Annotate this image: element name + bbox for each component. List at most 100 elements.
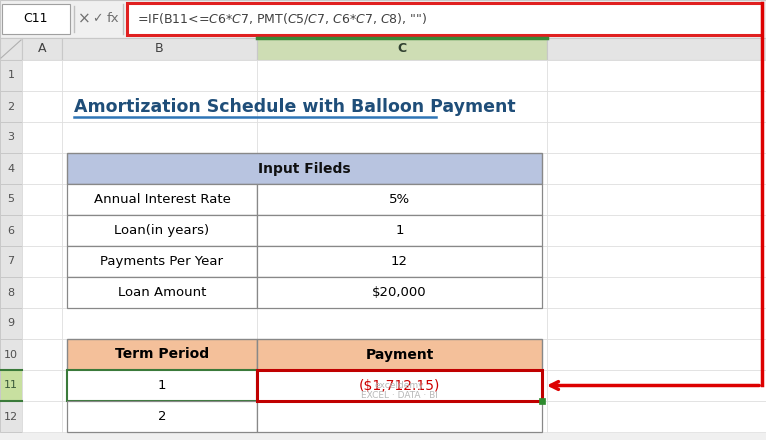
- FancyBboxPatch shape: [547, 339, 766, 370]
- FancyBboxPatch shape: [0, 277, 22, 308]
- FancyBboxPatch shape: [62, 60, 257, 91]
- FancyBboxPatch shape: [257, 370, 547, 401]
- Text: A: A: [38, 43, 46, 55]
- FancyBboxPatch shape: [547, 277, 766, 308]
- FancyBboxPatch shape: [62, 339, 257, 370]
- FancyBboxPatch shape: [22, 370, 62, 401]
- FancyBboxPatch shape: [67, 246, 257, 277]
- FancyBboxPatch shape: [22, 184, 62, 215]
- FancyBboxPatch shape: [0, 0, 766, 38]
- Text: 9: 9: [8, 319, 15, 329]
- FancyBboxPatch shape: [67, 153, 542, 184]
- Text: exceldemy
EXCEL · DATA · BI: exceldemy EXCEL · DATA · BI: [361, 381, 438, 400]
- Text: 8: 8: [8, 287, 15, 297]
- FancyBboxPatch shape: [62, 277, 257, 308]
- FancyBboxPatch shape: [67, 370, 257, 401]
- FancyBboxPatch shape: [62, 401, 257, 432]
- FancyBboxPatch shape: [257, 277, 547, 308]
- FancyBboxPatch shape: [0, 122, 22, 153]
- FancyBboxPatch shape: [22, 215, 62, 246]
- FancyBboxPatch shape: [257, 184, 542, 215]
- Text: 1: 1: [158, 379, 166, 392]
- Text: 6: 6: [8, 225, 15, 235]
- FancyBboxPatch shape: [547, 308, 766, 339]
- Text: $20,000: $20,000: [372, 286, 427, 299]
- FancyBboxPatch shape: [22, 60, 62, 91]
- FancyBboxPatch shape: [127, 3, 762, 35]
- Text: 2: 2: [8, 102, 15, 111]
- Text: ×: ×: [77, 11, 90, 26]
- Text: Loan(in years): Loan(in years): [114, 224, 210, 237]
- Text: =IF(B11<=$C$6*$C$7, PMT($C$5/$C$7, $C$6*$C$7, $C$8), ""): =IF(B11<=$C$6*$C$7, PMT($C$5/$C$7, $C$6*…: [137, 11, 427, 26]
- FancyBboxPatch shape: [257, 122, 547, 153]
- FancyBboxPatch shape: [547, 370, 766, 401]
- FancyBboxPatch shape: [257, 38, 547, 60]
- Text: Payment: Payment: [365, 348, 434, 362]
- FancyBboxPatch shape: [257, 277, 542, 308]
- FancyBboxPatch shape: [0, 370, 22, 401]
- Text: B: B: [155, 43, 164, 55]
- FancyBboxPatch shape: [0, 246, 22, 277]
- FancyBboxPatch shape: [547, 246, 766, 277]
- Text: 1: 1: [8, 70, 15, 81]
- FancyBboxPatch shape: [257, 339, 547, 370]
- FancyBboxPatch shape: [0, 91, 22, 122]
- Text: 1: 1: [395, 224, 404, 237]
- FancyBboxPatch shape: [547, 215, 766, 246]
- FancyBboxPatch shape: [257, 246, 547, 277]
- FancyBboxPatch shape: [0, 401, 22, 432]
- Text: C: C: [398, 43, 407, 55]
- FancyBboxPatch shape: [62, 370, 257, 401]
- FancyBboxPatch shape: [257, 184, 547, 215]
- FancyBboxPatch shape: [257, 153, 547, 184]
- FancyBboxPatch shape: [547, 38, 766, 60]
- Text: 3: 3: [8, 132, 15, 143]
- FancyBboxPatch shape: [62, 38, 257, 60]
- FancyBboxPatch shape: [257, 215, 547, 246]
- FancyBboxPatch shape: [22, 122, 62, 153]
- FancyBboxPatch shape: [22, 308, 62, 339]
- Text: C11: C11: [24, 12, 48, 26]
- Text: ($1,712.15): ($1,712.15): [358, 378, 440, 392]
- FancyBboxPatch shape: [22, 246, 62, 277]
- FancyBboxPatch shape: [0, 308, 22, 339]
- FancyBboxPatch shape: [67, 277, 257, 308]
- FancyBboxPatch shape: [257, 401, 542, 432]
- FancyBboxPatch shape: [257, 308, 547, 339]
- FancyBboxPatch shape: [22, 401, 62, 432]
- FancyBboxPatch shape: [67, 215, 257, 246]
- FancyBboxPatch shape: [62, 153, 257, 184]
- FancyBboxPatch shape: [62, 91, 257, 122]
- FancyBboxPatch shape: [2, 4, 70, 34]
- Text: 5%: 5%: [389, 193, 410, 206]
- Text: ✓: ✓: [92, 12, 102, 26]
- FancyBboxPatch shape: [22, 153, 62, 184]
- FancyBboxPatch shape: [22, 339, 62, 370]
- FancyBboxPatch shape: [0, 339, 22, 370]
- FancyBboxPatch shape: [547, 122, 766, 153]
- Text: Term Period: Term Period: [115, 348, 209, 362]
- FancyBboxPatch shape: [547, 91, 766, 122]
- FancyBboxPatch shape: [547, 184, 766, 215]
- FancyBboxPatch shape: [0, 38, 22, 60]
- FancyBboxPatch shape: [67, 401, 257, 432]
- Text: Annual Interest Rate: Annual Interest Rate: [93, 193, 231, 206]
- FancyBboxPatch shape: [62, 215, 257, 246]
- FancyBboxPatch shape: [547, 401, 766, 432]
- FancyBboxPatch shape: [257, 91, 547, 122]
- FancyBboxPatch shape: [62, 184, 257, 215]
- Text: Amortization Schedule with Balloon Payment: Amortization Schedule with Balloon Payme…: [74, 98, 516, 115]
- FancyBboxPatch shape: [22, 277, 62, 308]
- FancyBboxPatch shape: [0, 184, 22, 215]
- FancyBboxPatch shape: [62, 308, 257, 339]
- FancyBboxPatch shape: [67, 339, 257, 370]
- FancyBboxPatch shape: [539, 398, 545, 404]
- FancyBboxPatch shape: [547, 153, 766, 184]
- Text: Input Fileds: Input Fileds: [258, 161, 351, 176]
- FancyBboxPatch shape: [0, 60, 22, 91]
- Text: 4: 4: [8, 164, 15, 173]
- FancyBboxPatch shape: [22, 91, 62, 122]
- Text: Payments Per Year: Payments Per Year: [100, 255, 224, 268]
- FancyBboxPatch shape: [67, 184, 257, 215]
- FancyBboxPatch shape: [257, 215, 542, 246]
